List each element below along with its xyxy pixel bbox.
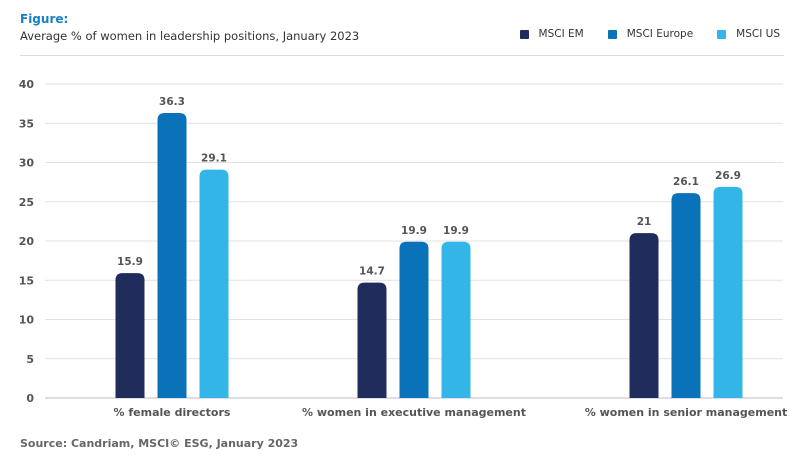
x-tick-label: % female directors <box>114 406 231 419</box>
bar-msci-europe <box>157 113 187 399</box>
legend-swatch-msci-us <box>717 29 727 39</box>
bar-msci-em <box>629 233 659 398</box>
y-tick-label: 10 <box>19 314 35 327</box>
legend-label: MSCI Europe <box>626 28 694 40</box>
bar-msci-us <box>713 186 743 398</box>
bars <box>115 113 743 399</box>
data-labels: 15.9 36.3 29.1 14.7 19.9 19.9 21 26.1 26.9 <box>117 96 741 278</box>
bar-msci-us <box>199 169 229 398</box>
legend: MSCI EM MSCI Europe MSCI US <box>519 28 780 40</box>
y-tick-label: 30 <box>19 157 35 170</box>
y-tick-label: 25 <box>19 196 34 209</box>
legend-item-msci-em: MSCI EM <box>519 28 584 40</box>
bar-msci-europe <box>671 193 701 398</box>
data-label: 14.7 <box>359 266 385 278</box>
y-tick-label: 35 <box>19 117 34 130</box>
legend-item-msci-europe: MSCI Europe <box>607 28 694 40</box>
data-label: 36.3 <box>159 96 185 108</box>
data-label: 15.9 <box>117 256 143 268</box>
legend-label: MSCI US <box>736 28 780 40</box>
data-label: 29.1 <box>201 153 227 165</box>
bar-msci-europe <box>399 241 429 398</box>
x-tick-label: % women in senior management <box>585 406 788 419</box>
y-tick-label: 15 <box>19 274 34 287</box>
y-tick-label: 20 <box>19 235 35 248</box>
x-axis-ticks: % female directors % women in executive m… <box>114 406 788 419</box>
legend-label: MSCI EM <box>538 28 584 40</box>
bar-msci-us <box>441 241 471 398</box>
y-tick-label: 0 <box>26 392 34 405</box>
chart-title: Average % of women in leadership positio… <box>20 29 360 43</box>
data-label: 26.1 <box>673 176 699 188</box>
y-axis-ticks: 0 5 10 15 20 25 30 35 40 <box>19 78 35 405</box>
data-label: 26.9 <box>715 170 741 182</box>
data-label: 19.9 <box>443 225 469 237</box>
source-note: Source: Candriam, MSCI© ESG, January 202… <box>20 437 299 450</box>
legend-swatch-msci-europe <box>607 29 617 39</box>
legend-item-msci-us: MSCI US <box>717 28 780 40</box>
figure-label: Figure: <box>20 12 69 26</box>
legend-swatch-msci-em <box>519 29 529 39</box>
y-tick-label: 40 <box>19 78 35 91</box>
bar-msci-em <box>115 273 145 398</box>
x-tick-label: % women in executive management <box>302 406 526 419</box>
header-divider <box>20 55 784 56</box>
y-tick-label: 5 <box>26 353 34 366</box>
data-label: 19.9 <box>401 225 427 237</box>
data-label: 21 <box>637 216 652 228</box>
bar-msci-em <box>357 282 387 398</box>
